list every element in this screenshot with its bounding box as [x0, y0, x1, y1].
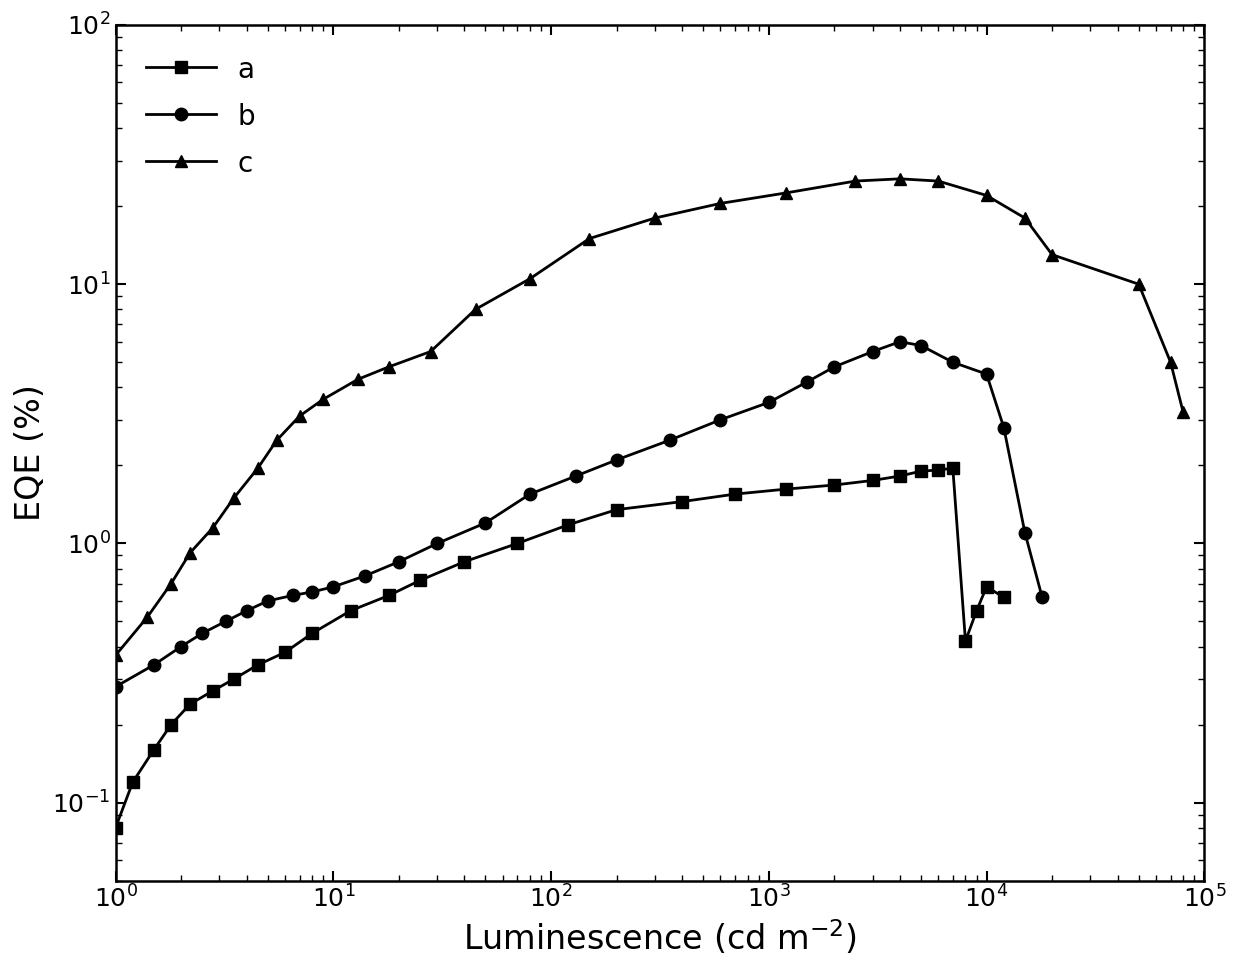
a: [609, 504, 624, 516]
b: [326, 581, 341, 592]
a: [146, 744, 161, 755]
a: [413, 575, 428, 586]
c: [108, 650, 123, 661]
b: [239, 605, 254, 617]
a: [827, 480, 842, 491]
Line: b: b: [109, 335, 1048, 693]
a: [893, 470, 908, 482]
a: [866, 475, 880, 486]
b: [195, 627, 210, 639]
a: [164, 719, 179, 730]
a: [959, 635, 973, 647]
b: [568, 470, 583, 482]
c: [423, 346, 438, 357]
b: [609, 454, 624, 466]
b: [761, 396, 776, 408]
b: [392, 556, 407, 568]
c: [980, 189, 994, 201]
a: [125, 776, 140, 787]
a: [108, 822, 123, 834]
a: [250, 659, 265, 671]
c: [931, 175, 946, 186]
b: [285, 589, 300, 601]
a: [997, 591, 1012, 603]
Legend: a, b, c: a, b, c: [129, 39, 272, 195]
b: [893, 336, 908, 348]
c: [1131, 279, 1146, 290]
a: [728, 488, 743, 500]
a: [227, 673, 242, 685]
b: [479, 518, 494, 529]
b: [305, 586, 320, 598]
c: [1163, 356, 1178, 368]
a: [182, 698, 197, 710]
Line: a: a: [109, 462, 1011, 834]
c: [140, 611, 155, 622]
b: [997, 421, 1012, 433]
c: [779, 187, 794, 199]
c: [582, 233, 596, 245]
b: [914, 340, 929, 352]
Line: c: c: [109, 173, 1189, 661]
a: [305, 627, 320, 639]
c: [250, 462, 265, 474]
b: [174, 641, 188, 653]
Y-axis label: EQE (%): EQE (%): [14, 385, 47, 521]
b: [800, 376, 815, 387]
c: [1044, 249, 1059, 260]
b: [662, 434, 677, 446]
c: [316, 393, 331, 405]
c: [848, 175, 863, 186]
b: [218, 616, 233, 627]
b: [430, 538, 445, 550]
a: [970, 605, 985, 617]
a: [458, 556, 472, 568]
c: [227, 492, 242, 504]
c: [164, 578, 179, 589]
a: [510, 538, 525, 550]
b: [522, 488, 537, 500]
a: [343, 605, 358, 617]
b: [713, 414, 728, 425]
c: [522, 273, 537, 285]
b: [827, 361, 842, 373]
b: [945, 356, 960, 368]
a: [779, 484, 794, 495]
a: [914, 465, 929, 477]
a: [560, 519, 575, 530]
c: [206, 521, 221, 533]
a: [675, 496, 689, 508]
b: [260, 595, 275, 607]
c: [467, 304, 482, 316]
X-axis label: Luminescence (cd m$^{-2}$): Luminescence (cd m$^{-2}$): [463, 919, 857, 957]
a: [278, 647, 293, 658]
c: [713, 197, 728, 209]
c: [382, 361, 397, 373]
a: [206, 685, 221, 696]
c: [1018, 213, 1033, 224]
b: [980, 368, 994, 380]
a: [945, 462, 960, 474]
a: [931, 464, 946, 476]
b: [1018, 527, 1033, 539]
c: [351, 374, 366, 385]
c: [293, 410, 308, 421]
b: [146, 659, 161, 671]
a: [980, 581, 994, 592]
c: [269, 434, 284, 446]
c: [1176, 407, 1190, 419]
b: [108, 681, 123, 692]
b: [357, 570, 372, 582]
b: [866, 346, 880, 357]
a: [382, 589, 397, 601]
c: [182, 547, 197, 558]
c: [647, 213, 662, 224]
c: [893, 173, 908, 184]
b: [1034, 591, 1049, 603]
